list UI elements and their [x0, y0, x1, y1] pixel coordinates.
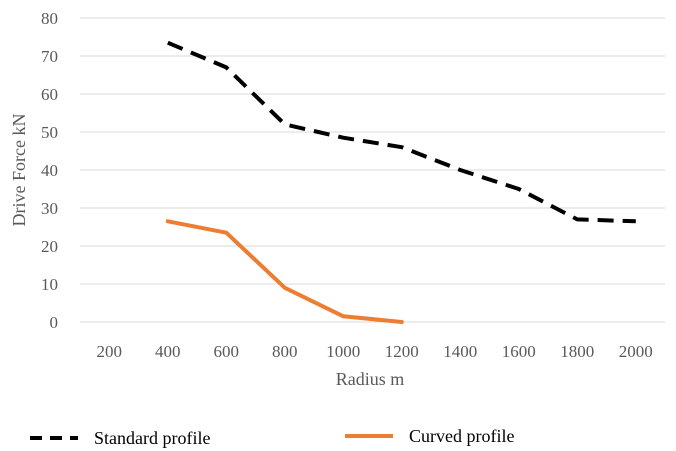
gridlines — [80, 17, 665, 323]
x-tick-label: 1400 — [443, 342, 477, 361]
y-tick-label: 0 — [50, 313, 59, 332]
x-axis-ticks: 200 400 600 800 1000 1200 1400 1600 1800 2000 — [97, 342, 653, 361]
legend-label: Curved profile — [409, 426, 514, 446]
x-tick-label: 1800 — [560, 342, 594, 361]
x-tick-label: 800 — [272, 342, 298, 361]
legend-label: Standard profile — [94, 428, 210, 448]
x-tick-label: 600 — [214, 342, 240, 361]
series-line-standard-profile — [167, 40, 636, 224]
y-tick-label: 20 — [41, 237, 58, 256]
x-tick-label: 1200 — [385, 342, 419, 361]
y-tick-label: 40 — [41, 161, 58, 180]
y-tick-label: 80 — [41, 9, 58, 28]
y-tick-label: 10 — [41, 275, 58, 294]
y-tick-label: 30 — [41, 199, 58, 218]
x-axis-title: Radius m — [336, 369, 405, 389]
y-axis-ticks: 0 10 20 30 40 50 60 70 80 — [41, 9, 58, 332]
y-tick-label: 70 — [41, 47, 58, 66]
y-tick-label: 60 — [41, 85, 58, 104]
series-line-curved-profile — [165, 219, 404, 324]
x-tick-label: 1600 — [502, 342, 536, 361]
series-lines — [165, 40, 636, 324]
y-tick-label: 50 — [41, 123, 58, 142]
legend: Standard profile Curved profile — [30, 426, 514, 448]
x-tick-label: 2000 — [619, 342, 653, 361]
x-tick-label: 400 — [155, 342, 181, 361]
x-tick-label: 1000 — [326, 342, 360, 361]
x-tick-label: 200 — [97, 342, 123, 361]
y-axis-title: Drive Force kN — [9, 114, 29, 227]
